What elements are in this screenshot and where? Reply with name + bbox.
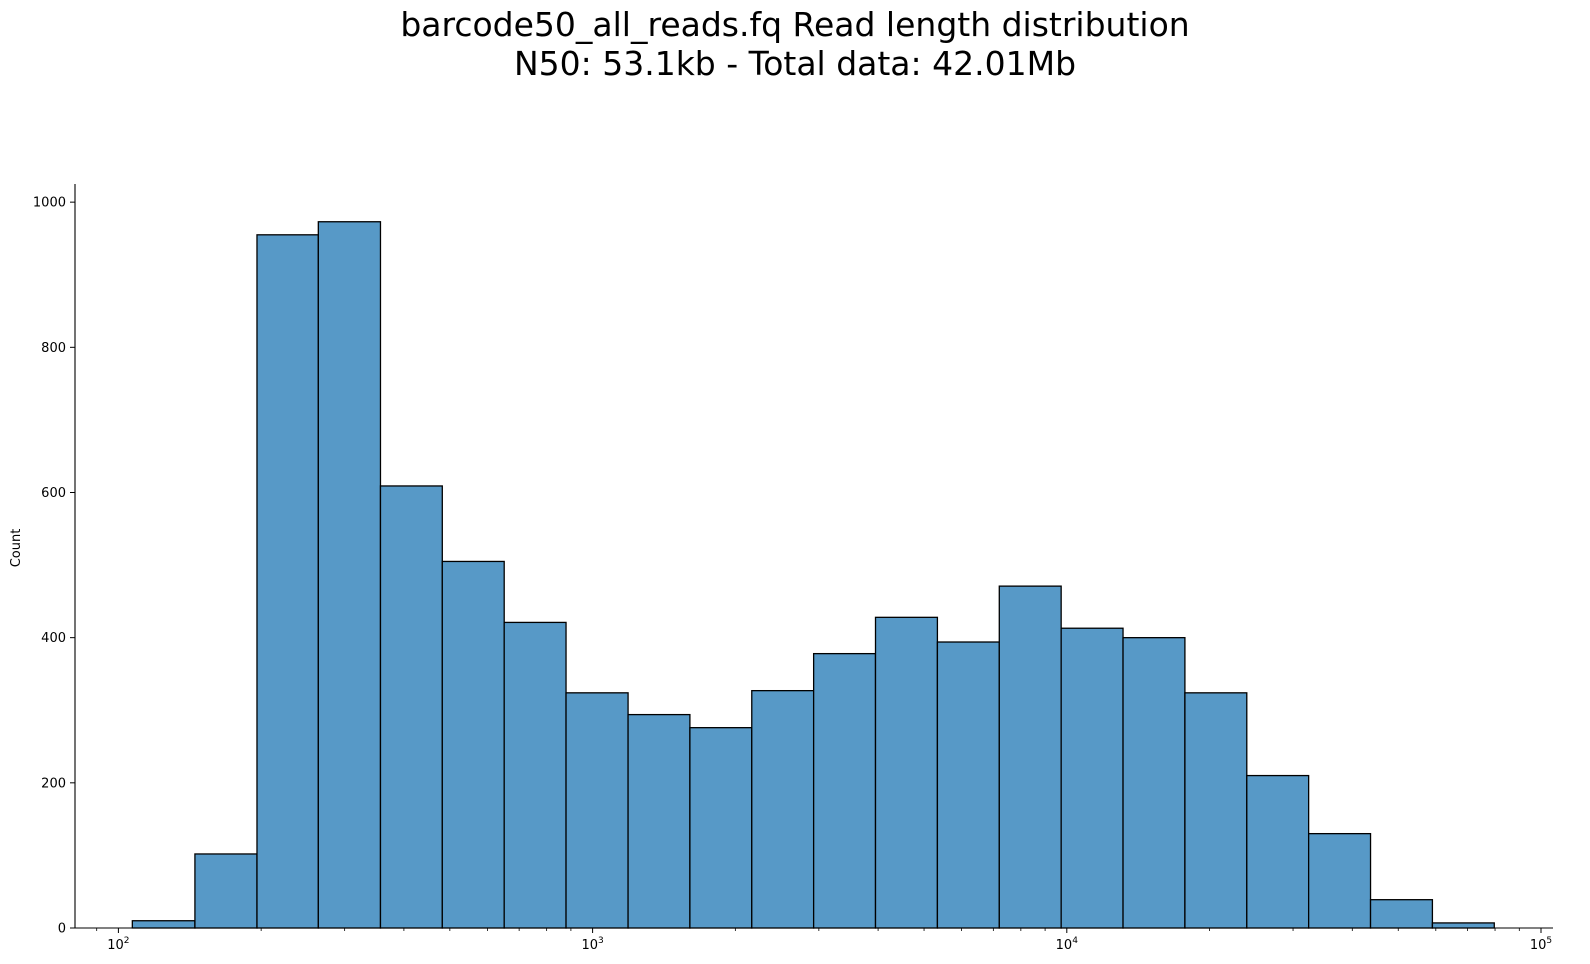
axes-group: 0 200 400 600 800 1000 102 103 104 105	[33, 184, 1553, 953]
histogram-bar-8	[627, 713, 691, 929]
histogram-bar-1	[194, 853, 258, 929]
x-tick-label-100000: 105	[1530, 936, 1552, 953]
bars-group	[131, 221, 1495, 929]
y-tick-label-200: 200	[41, 776, 66, 791]
y-tick-label-0: 0	[58, 922, 66, 937]
histogram-bar-6	[503, 621, 567, 929]
histogram-bar-4	[379, 485, 443, 929]
y-axis-label: Count	[9, 529, 24, 568]
histogram-bar-21	[1431, 922, 1495, 929]
histogram-bar-2	[256, 234, 319, 929]
histogram-bar-20	[1369, 899, 1434, 929]
y-tick-label-600: 600	[41, 486, 66, 501]
histogram-bar-0	[131, 920, 196, 929]
histogram-bar-17	[1184, 692, 1248, 929]
histogram-bar-18	[1246, 774, 1310, 929]
histogram-bar-15	[1060, 627, 1124, 929]
chart-title: barcode50_all_reads.fq Read length distr…	[400, 5, 1190, 44]
histogram-bar-11	[812, 652, 877, 929]
histogram-bar-10	[751, 689, 815, 929]
histogram-bar-5	[441, 560, 505, 929]
y-tick-label-1000: 1000	[33, 196, 66, 211]
histogram-bar-13	[936, 641, 1000, 929]
histogram-bar-7	[565, 692, 629, 929]
histogram-bar-3	[317, 221, 382, 929]
histogram-bar-12	[874, 616, 939, 929]
histogram-bar-9	[689, 727, 753, 929]
histogram-bar-14	[998, 585, 1062, 929]
chart-subtitle: N50: 53.1kb - Total data: 42.01Mb	[513, 44, 1077, 83]
y-tick-label-800: 800	[41, 341, 66, 356]
histogram-bar-19	[1307, 832, 1372, 929]
x-tick-label-10000: 104	[1056, 936, 1079, 953]
x-tick-label-100: 102	[107, 936, 129, 953]
x-tick-label-1000: 103	[581, 936, 603, 953]
histogram-bar-16	[1122, 637, 1186, 929]
y-tick-label-400: 400	[41, 631, 66, 646]
